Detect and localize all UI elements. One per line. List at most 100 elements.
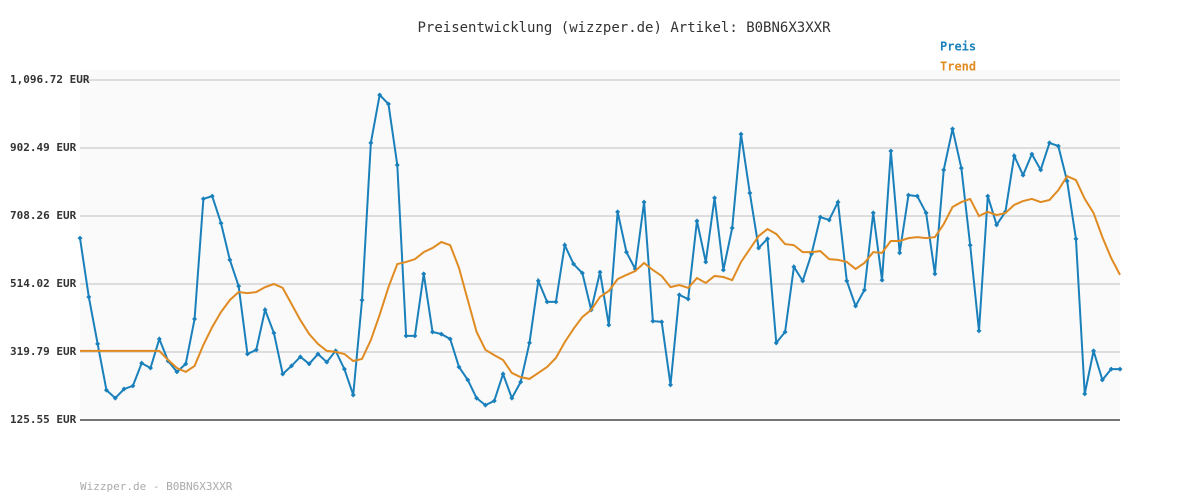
point <box>438 331 444 337</box>
point <box>1073 236 1079 242</box>
point <box>967 242 973 248</box>
point <box>262 307 268 313</box>
point <box>447 336 453 342</box>
point <box>861 287 867 293</box>
point <box>394 162 400 168</box>
point <box>535 278 541 284</box>
point <box>518 379 524 385</box>
legend-label: Preis <box>940 40 976 54</box>
point <box>606 322 612 328</box>
point <box>341 366 347 372</box>
point <box>271 330 277 336</box>
point <box>412 333 418 339</box>
point <box>200 196 206 202</box>
point <box>297 354 303 360</box>
point <box>826 217 832 223</box>
point <box>976 328 982 334</box>
point <box>209 193 215 199</box>
point <box>773 340 779 346</box>
point <box>1091 348 1097 354</box>
point <box>456 364 462 370</box>
point <box>103 387 109 393</box>
point <box>756 245 762 251</box>
point <box>474 395 480 401</box>
point <box>738 131 744 137</box>
point <box>579 270 585 276</box>
point <box>650 318 656 324</box>
point <box>368 140 374 146</box>
point <box>923 210 929 216</box>
point <box>280 371 286 377</box>
point <box>1011 153 1017 159</box>
point <box>421 271 427 277</box>
point <box>236 283 242 289</box>
point <box>244 351 250 357</box>
point <box>306 361 312 367</box>
point <box>844 278 850 284</box>
point <box>623 249 629 255</box>
point <box>324 359 330 365</box>
point <box>897 250 903 256</box>
point <box>950 126 956 132</box>
point <box>500 371 506 377</box>
point <box>694 218 700 224</box>
point <box>994 222 1000 228</box>
point <box>148 365 154 371</box>
point <box>817 214 823 220</box>
y-tick-label: 1,096.72 EUR <box>10 73 90 86</box>
point <box>720 267 726 273</box>
point <box>764 236 770 242</box>
point <box>1117 366 1123 372</box>
y-tick-label: 708.26 EUR <box>10 209 77 222</box>
point <box>385 101 391 107</box>
point <box>1046 140 1052 146</box>
point <box>685 296 691 302</box>
point <box>192 316 198 322</box>
point <box>641 199 647 205</box>
point <box>1055 143 1061 149</box>
y-tick-label: 125.55 EUR <box>10 413 77 426</box>
point <box>615 209 621 215</box>
point <box>430 329 436 335</box>
point <box>253 347 259 353</box>
point <box>227 257 233 263</box>
point <box>156 336 162 342</box>
point <box>544 299 550 305</box>
point <box>491 398 497 404</box>
point <box>112 395 118 401</box>
plot-area <box>80 70 1120 420</box>
point <box>879 277 885 283</box>
series-line <box>80 174 1121 380</box>
point <box>403 333 409 339</box>
point <box>870 210 876 216</box>
point <box>130 383 136 389</box>
point <box>888 148 894 154</box>
point <box>77 235 83 241</box>
point <box>218 220 224 226</box>
point <box>676 292 682 298</box>
point <box>958 165 964 171</box>
point <box>729 225 735 231</box>
point <box>315 351 321 357</box>
point <box>183 361 189 367</box>
y-tick-label: 319.79 EUR <box>10 345 77 358</box>
y-tick-label: 514.02 EUR <box>10 277 77 290</box>
point <box>1082 391 1088 397</box>
point <box>571 261 577 267</box>
point <box>139 360 145 366</box>
point <box>350 392 356 398</box>
point <box>932 271 938 277</box>
point <box>359 297 365 303</box>
point <box>377 92 383 98</box>
point <box>747 190 753 196</box>
point <box>553 299 559 305</box>
point <box>712 195 718 201</box>
point <box>86 294 92 300</box>
point <box>174 369 180 375</box>
point <box>289 363 295 369</box>
point <box>668 382 674 388</box>
point <box>121 386 127 392</box>
y-tick-label: 902.49 EUR <box>10 141 77 154</box>
point <box>465 377 471 383</box>
